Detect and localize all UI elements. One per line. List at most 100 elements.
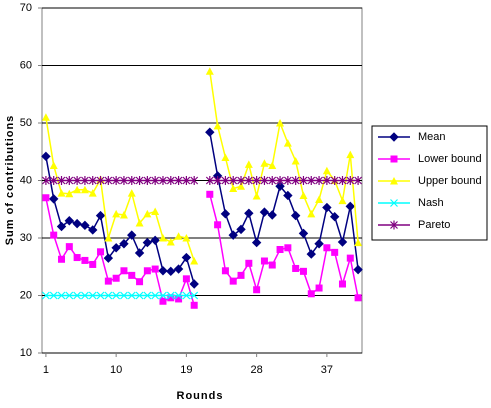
marker <box>166 238 175 246</box>
marker <box>57 189 66 197</box>
marker <box>276 176 284 185</box>
marker <box>260 176 269 185</box>
marker <box>283 176 292 185</box>
marker <box>299 176 308 185</box>
marker <box>127 230 137 240</box>
marker <box>221 153 230 161</box>
marker <box>190 257 199 265</box>
marker <box>189 279 199 289</box>
marker <box>268 161 277 170</box>
marker <box>283 190 293 201</box>
marker <box>88 189 97 197</box>
marker <box>151 207 160 216</box>
marker <box>229 176 238 185</box>
marker <box>151 265 159 273</box>
marker <box>291 176 300 185</box>
marker <box>49 291 58 300</box>
x-tick-label: 37 <box>321 364 333 376</box>
marker <box>252 176 261 185</box>
marker <box>390 155 398 163</box>
marker <box>96 176 105 185</box>
marker <box>306 249 316 259</box>
marker <box>143 291 152 300</box>
marker <box>229 277 237 285</box>
marker <box>111 243 121 253</box>
marker <box>315 284 323 292</box>
marker <box>42 194 50 202</box>
marker <box>251 237 262 248</box>
marker <box>112 291 121 300</box>
marker <box>143 209 152 218</box>
marker <box>112 209 121 218</box>
marker <box>88 176 97 185</box>
marker <box>276 246 284 253</box>
marker <box>127 291 136 300</box>
marker <box>120 176 128 185</box>
marker <box>290 210 301 221</box>
y-tick-label: 10 <box>20 347 32 359</box>
marker <box>89 260 97 268</box>
marker <box>252 192 261 200</box>
marker <box>135 291 144 300</box>
marker <box>237 271 245 279</box>
marker <box>49 176 58 185</box>
marker <box>136 278 144 286</box>
marker <box>389 132 399 142</box>
marker <box>292 264 300 272</box>
marker <box>150 235 160 246</box>
marker <box>81 256 89 264</box>
marker <box>41 176 50 185</box>
marker <box>73 291 82 300</box>
marker <box>229 184 238 193</box>
marker <box>299 267 307 275</box>
marker <box>390 199 398 207</box>
marker <box>322 202 332 213</box>
marker <box>237 182 246 190</box>
marker <box>315 195 324 203</box>
y-axis-title: Sum of contributions <box>4 115 16 246</box>
marker <box>205 127 215 137</box>
marker <box>275 181 285 191</box>
marker <box>127 176 136 185</box>
marker <box>354 176 363 185</box>
marker <box>260 159 269 167</box>
marker <box>283 139 292 147</box>
marker <box>97 248 105 256</box>
marker <box>174 176 183 185</box>
marker <box>284 244 292 252</box>
marker <box>128 271 136 279</box>
marker <box>244 208 254 218</box>
marker <box>314 239 324 249</box>
marker <box>259 207 270 217</box>
marker <box>182 291 191 300</box>
marker <box>337 237 348 247</box>
marker <box>58 255 66 263</box>
y-tick-label: 50 <box>20 117 32 129</box>
marker <box>174 232 183 240</box>
marker <box>268 261 276 269</box>
marker <box>103 253 114 263</box>
marker <box>329 212 340 222</box>
marker <box>299 191 308 199</box>
marker <box>57 291 66 300</box>
marker <box>104 234 113 242</box>
marker <box>307 209 316 218</box>
marker <box>330 176 339 185</box>
y-tick-label: 60 <box>20 59 32 71</box>
marker <box>206 190 214 198</box>
marker <box>307 176 316 185</box>
marker <box>190 291 199 300</box>
marker <box>228 230 238 240</box>
marker <box>182 275 190 283</box>
marker <box>95 210 106 221</box>
marker <box>104 176 113 185</box>
marker <box>65 243 73 251</box>
marker <box>181 252 192 263</box>
marker <box>166 176 175 185</box>
marker <box>390 220 398 230</box>
marker <box>119 239 129 249</box>
marker <box>322 176 331 185</box>
marker <box>120 291 128 300</box>
marker <box>213 176 222 185</box>
